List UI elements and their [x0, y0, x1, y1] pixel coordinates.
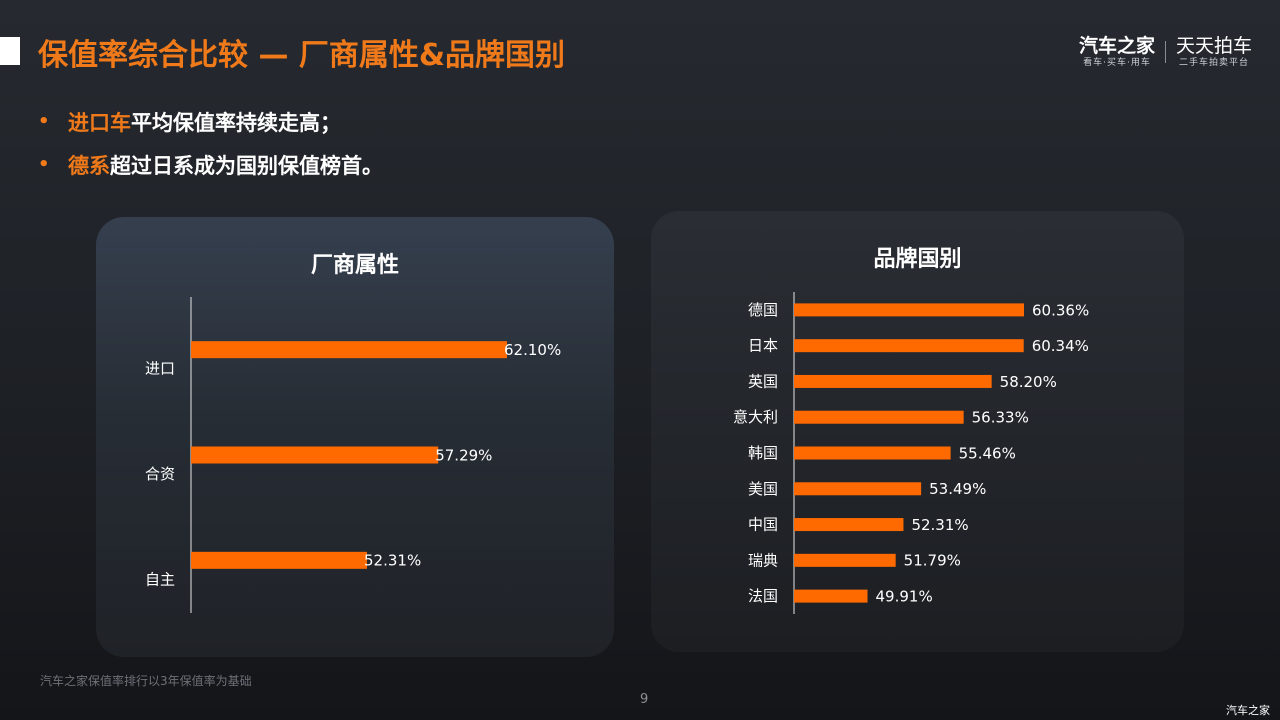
chart-title: 厂商属性 [310, 253, 399, 278]
bar [191, 551, 368, 569]
finding-item: • 德系 超过日系成为国别保值榜首。 [38, 143, 383, 186]
value-label: 58.20% [1000, 373, 1057, 391]
value-label: 52.31% [364, 552, 421, 570]
brand-country-panel: 品牌国别 德国 60.36% 日本 60.34% 英国 58.20% 意大利 56.33% 韩国… [651, 211, 1184, 652]
category-label: 进口 [145, 360, 175, 378]
category-label: 英国 [748, 372, 778, 390]
bar [794, 553, 896, 567]
category-label: 瑞典 [748, 551, 778, 569]
autohome-logo: 汽车之家 看车·买车·用车 [1079, 35, 1155, 69]
ttpai-logo: 天天拍车 二手车拍卖平台 [1176, 35, 1252, 69]
bar [794, 482, 922, 496]
finding-item: • 进口车 平均保值率持续走高； [38, 100, 383, 143]
category-label: 意大利 [733, 408, 778, 426]
value-label: 57.29% [435, 446, 492, 464]
value-label: 56.33% [972, 409, 1029, 427]
bar [794, 518, 904, 532]
chart-title: 品牌国别 [873, 247, 962, 272]
value-label: 62.10% [504, 341, 561, 359]
footnote: 汽车之家保值率排行以3年保值率为基础 [40, 674, 252, 688]
key-findings: • 进口车 平均保值率持续走高； • 德系 超过日系成为国别保值榜首。 [38, 100, 383, 186]
page-number: 9 [640, 692, 649, 707]
watermark: 汽车之家 [1226, 704, 1270, 717]
bar [191, 341, 507, 359]
bullet-dot-icon: • [38, 111, 50, 132]
manufacturer-type-panel: 厂商属性 进口 62.10% 合资 57.29% 自主 52.31% [96, 217, 614, 657]
bar [794, 410, 964, 424]
value-label: 52.31% [911, 516, 968, 534]
bar [794, 339, 1024, 353]
category-label: 法国 [748, 587, 778, 605]
bar [794, 589, 868, 603]
brand-country-chart: 德国 60.36% 日本 60.34% 英国 58.20% 意大利 56.33% 韩国 55.46… [733, 292, 1089, 614]
category-label: 合资 [145, 465, 175, 483]
title-marker [0, 37, 20, 65]
value-label: 55.46% [959, 444, 1016, 462]
category-label: 自主 [145, 570, 175, 588]
logo-divider [1164, 41, 1166, 63]
category-label: 日本 [748, 337, 778, 355]
value-label: 49.91% [876, 588, 933, 606]
category-label: 中国 [748, 516, 778, 534]
autohome-logo-name: 汽车之家 [1078, 35, 1155, 57]
ttpai-logo-slogan: 二手车拍卖平台 [1178, 58, 1249, 68]
finding-text: 超过日系成为国别保值榜首。 [110, 153, 383, 178]
finding-highlight: 进口车 [68, 110, 131, 135]
category-label: 德国 [748, 301, 778, 319]
bar [191, 446, 439, 464]
manufacturer-type-chart: 进口 62.10% 合资 57.29% 自主 52.31% [145, 297, 561, 613]
finding-highlight: 德系 [68, 153, 110, 178]
brand-logos: 汽车之家 看车·买车·用车 天天拍车 二手车拍卖平台 [1079, 34, 1252, 70]
value-label: 60.34% [1032, 337, 1089, 355]
finding-text: 平均保值率持续走高； [131, 110, 341, 135]
category-label: 美国 [748, 480, 778, 498]
autohome-logo-slogan: 看车·买车·用车 [1083, 58, 1151, 68]
page-title: 保值率综合比较 — 厂商属性&品牌国别 [38, 38, 566, 73]
bar [794, 303, 1024, 317]
bar [794, 446, 951, 460]
ttpai-logo-name: 天天拍车 [1175, 35, 1252, 57]
value-label: 53.49% [929, 480, 986, 498]
category-label: 韩国 [748, 444, 778, 462]
value-label: 60.36% [1032, 301, 1089, 319]
bullet-dot-icon: • [38, 154, 50, 175]
bar [794, 374, 992, 388]
value-label: 51.79% [904, 552, 961, 570]
